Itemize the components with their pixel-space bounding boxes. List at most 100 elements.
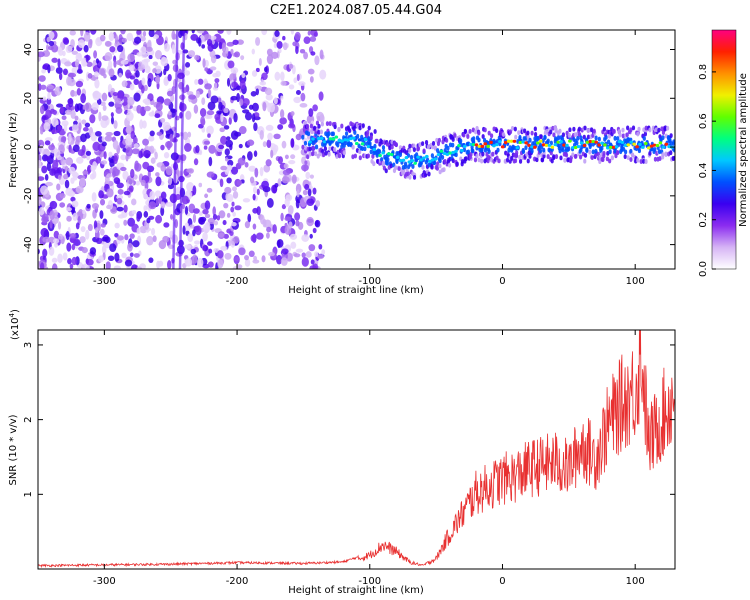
ridge-core-mark [442, 151, 447, 156]
ridge-band-mark [384, 168, 388, 174]
ridge-core-mark [588, 139, 593, 144]
speckle-mark [204, 67, 209, 72]
speckle-mark [295, 133, 302, 141]
speckle-mark [136, 104, 142, 114]
speckle-mark [85, 229, 90, 240]
speckle-mark [136, 52, 143, 57]
ridge-band-mark [394, 142, 398, 147]
speckle-mark [135, 70, 140, 78]
ridge-band-mark [389, 163, 393, 169]
speckle-mark [143, 150, 151, 158]
speckle-mark [51, 117, 59, 128]
snr-x-tick-label: 0 [499, 576, 505, 587]
ridge-core-mark [597, 143, 601, 147]
speckle-mark [272, 224, 277, 234]
ridge-band-mark [455, 161, 459, 167]
speckle-mark [108, 60, 113, 69]
speckle-mark [81, 247, 88, 254]
speckle-mark [314, 220, 319, 227]
speckle-mark [218, 232, 225, 238]
speckle-mark [61, 115, 67, 121]
colorbar: 0.0 0.2 0.4 0.6 0.8 Normalized spectral ampl… [698, 29, 749, 277]
ridge-core-mark [457, 144, 461, 148]
speckle-mark [64, 109, 73, 115]
ridge-core-mark [641, 145, 645, 149]
ridge-core-mark [451, 150, 455, 155]
speckle-mark [67, 190, 76, 197]
spectrogram-x-tick-label: 100 [626, 276, 645, 287]
speckle-mark [281, 204, 286, 210]
ridge-core-mark [606, 146, 610, 150]
speckle-mark [127, 96, 135, 106]
ridge-band-mark [481, 134, 485, 139]
speckle-mark [195, 225, 202, 236]
speckle-mark [321, 249, 326, 255]
speckle-mark [186, 181, 194, 192]
speckle-mark [59, 192, 66, 199]
ridge-band-mark [654, 127, 658, 133]
speckle-mark [79, 236, 86, 244]
ridge-band-mark [550, 158, 554, 164]
spectrogram-y-ticks: -40 -20 0 20 40 [23, 43, 675, 253]
speckle-mark [83, 31, 91, 42]
ridge-core-mark [568, 139, 572, 143]
ridge-band-mark [561, 132, 565, 138]
ridge-band-mark [477, 157, 481, 163]
speckle-mark [68, 97, 74, 108]
colorbar-tick-label: 0.8 [698, 64, 709, 80]
speckle-mark [84, 122, 91, 128]
snr-multiplier-label: (x104) [8, 309, 21, 340]
ridge-core-mark [349, 137, 353, 141]
speckle-mark [43, 122, 51, 131]
speckle-mark [318, 91, 324, 101]
ridge-core-mark [620, 140, 625, 145]
colorbar-tick-label: 0.4 [698, 162, 709, 178]
ridge-band-mark [333, 147, 337, 152]
speckle-mark [126, 32, 134, 41]
speckle-mark [101, 186, 105, 192]
speckle-mark [65, 207, 72, 212]
ridge-band-mark [412, 147, 416, 153]
ridge-band-mark [513, 158, 518, 164]
ridge-band-mark [418, 142, 422, 148]
ridge-core-mark [518, 140, 523, 145]
speckle-mark [206, 171, 215, 178]
spectrogram-y-tick-label: 20 [23, 92, 34, 105]
speckle-mark [108, 101, 115, 107]
speckle-mark [207, 88, 212, 99]
speckle-mark [160, 57, 169, 67]
ridge-core-mark [454, 149, 458, 153]
speckle-mark [76, 88, 82, 96]
ridge-band-mark [320, 121, 324, 127]
speckle-mark [86, 203, 91, 209]
ridge-core-mark [573, 145, 578, 150]
speckle-mark [89, 247, 97, 255]
ridge-core-mark [495, 143, 499, 147]
ridge-band-mark [424, 140, 429, 145]
speckle-mark [51, 263, 58, 269]
ridge-band-mark [590, 155, 594, 161]
speckle-mark [82, 209, 86, 215]
ridge-band-mark [317, 129, 321, 135]
speckle-mark [206, 187, 213, 193]
speckle-mark [316, 111, 324, 122]
ridge-band-mark [481, 151, 485, 157]
ridge-band-mark [653, 156, 658, 162]
speckle-mark [163, 42, 170, 52]
speckle-mark [48, 144, 55, 151]
ridge-band-mark [385, 161, 390, 166]
speckle-mark [312, 187, 317, 195]
speckle-mark [263, 219, 272, 229]
ridge-band-mark [438, 169, 442, 175]
speckle-mark [80, 93, 87, 104]
ridge-core-mark [600, 141, 604, 145]
ridge-band-mark [572, 126, 576, 132]
ridge-band-mark [328, 146, 332, 152]
speckle-mark [94, 227, 99, 234]
ridge-band-mark [463, 128, 467, 134]
speckle-mark [280, 257, 288, 266]
speckle-mark [154, 113, 161, 119]
speckle-mark [160, 164, 167, 172]
speckle-mark [62, 252, 68, 261]
speckle-mark [120, 59, 129, 65]
